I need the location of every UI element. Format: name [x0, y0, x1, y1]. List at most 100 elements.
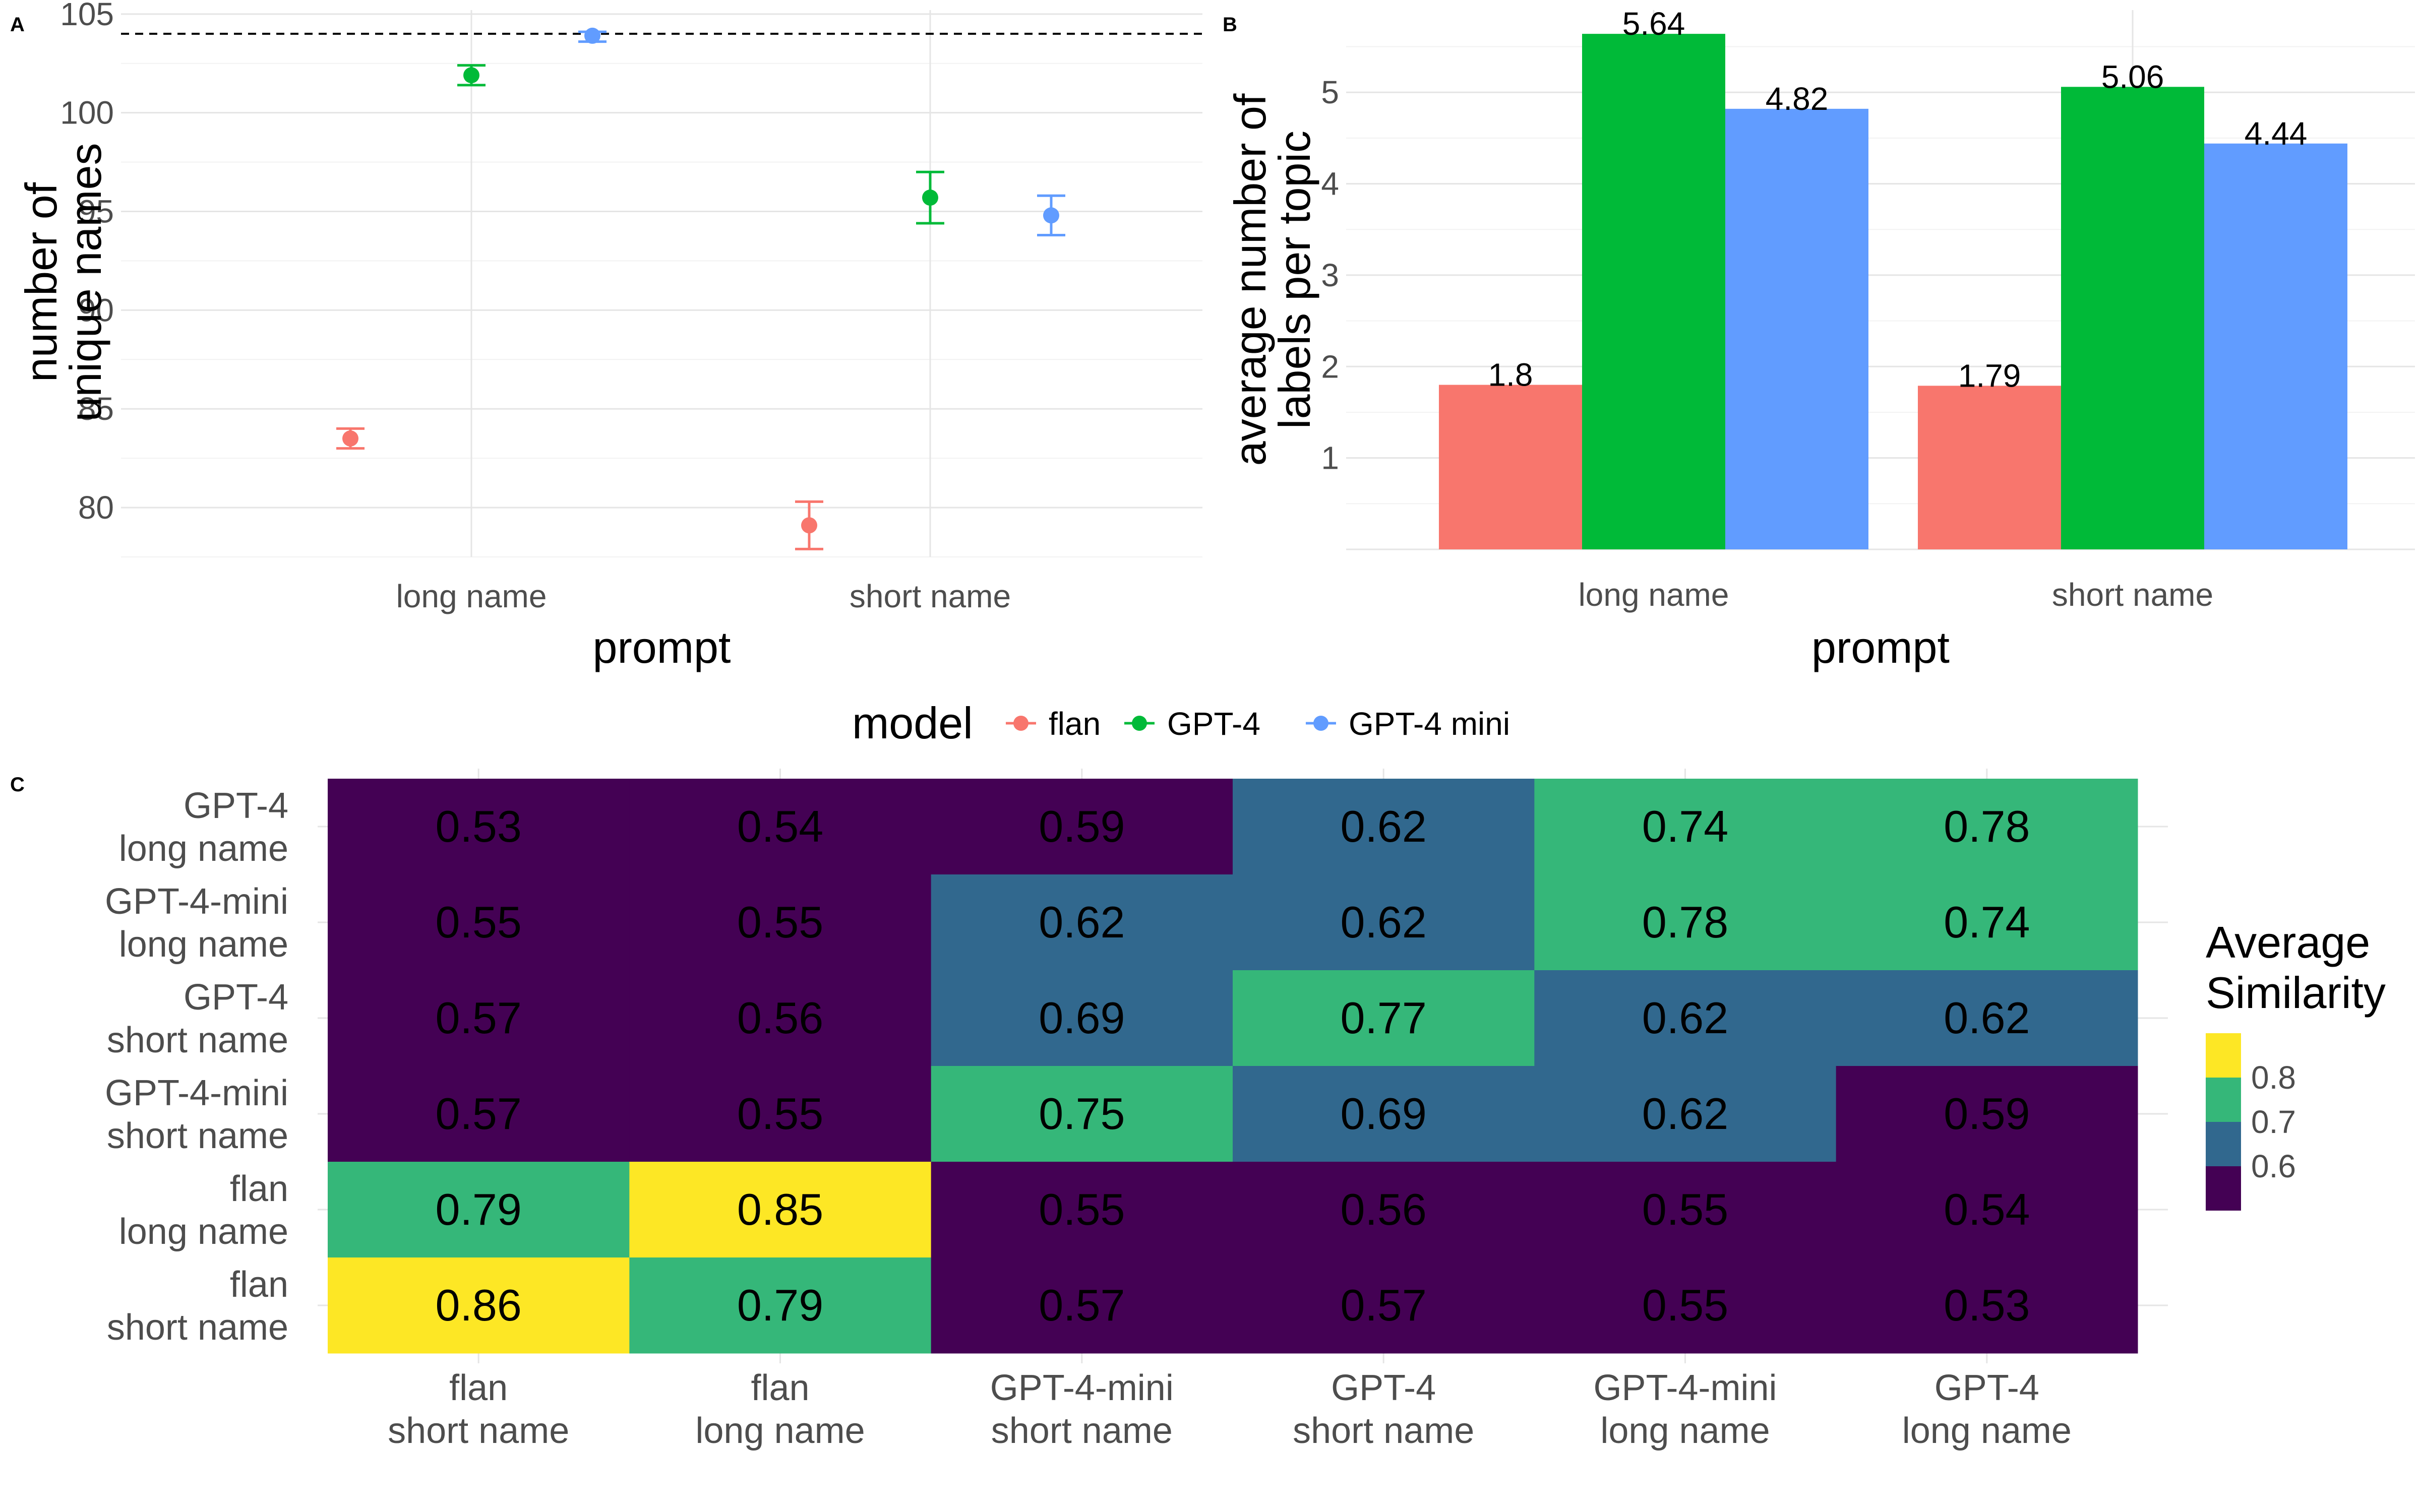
bar [2204, 143, 2347, 549]
heatmap-cell-value: 0.62 [1341, 897, 1427, 947]
heatmap-cell-value: 0.55 [1642, 1280, 1728, 1330]
y-tick-label-line: short name [107, 1020, 288, 1060]
y-tick-label: 2 [1321, 348, 1339, 385]
y-tick-label-line: long name [119, 829, 288, 869]
heatmap-cell-value: 0.54 [1944, 1184, 2030, 1234]
y-axis-title-line: unique names [60, 143, 110, 422]
heatmap-cell-value: 0.62 [1642, 1089, 1728, 1139]
color-legend-key [2206, 1166, 2241, 1211]
heatmap-cell [1233, 1066, 1535, 1162]
heatmap-cell-value: 0.55 [1039, 1184, 1125, 1234]
heatmap-cell [629, 1257, 932, 1354]
x-tick-label-line: long name [1600, 1411, 1770, 1451]
panel-a-letter: A [10, 14, 25, 36]
bar-value-label: 1.79 [1958, 357, 2021, 394]
color-legend-label: 0.7 [2251, 1104, 2296, 1140]
panel-c-letter: C [10, 774, 25, 796]
y-tick-label: GPT-4-mini long name [105, 881, 288, 965]
data-point [922, 190, 938, 206]
heatmap-cell-value: 0.57 [436, 1089, 522, 1139]
heatmap-cell [1534, 874, 1837, 971]
y-axis-title: number ofunique names [16, 143, 110, 422]
heatmap-cell-value: 0.55 [737, 897, 823, 947]
x-tick-label: flan long name [695, 1368, 865, 1451]
bar [2061, 87, 2204, 549]
legend-key-point [1013, 716, 1028, 731]
heatmap-cell-value: 0.62 [1039, 897, 1125, 947]
heatmap-cell-value: 0.85 [737, 1184, 823, 1234]
panel-c-heatmap: 0.53 0.54 0.59 0.62 0.74 0.78 0.55 0.55 0.62 0.62… [105, 769, 2386, 1451]
legend-title: model [852, 698, 973, 748]
heatmap-cell [1534, 1257, 1837, 1354]
x-tick-label: GPT-4-mini short name [990, 1368, 1174, 1451]
y-tick-label: GPT-4-mini short name [105, 1073, 288, 1156]
heatmap-cell-value: 0.75 [1039, 1089, 1125, 1139]
heatmap-cell [931, 970, 1233, 1066]
x-tick-label-line: short name [991, 1411, 1173, 1451]
bar-value-label: 5.06 [2101, 58, 2164, 95]
x-tick-label: GPT-4-mini long name [1593, 1368, 1777, 1451]
x-tick-label-line: flan [751, 1368, 809, 1408]
x-tick-label-line: short name [388, 1411, 569, 1451]
heatmap-cell [629, 874, 932, 971]
bar [1439, 385, 1582, 549]
heatmap-cell [1534, 970, 1837, 1066]
y-tick-label: 100 [60, 95, 114, 131]
heatmap-cell-value: 0.78 [1944, 801, 2030, 851]
x-tick-label-line: long name [1902, 1411, 2072, 1451]
heatmap-cell [328, 779, 630, 875]
y-tick-label-line: flan [230, 1265, 288, 1305]
legend-item-label: flan [1049, 706, 1101, 742]
heatmap-cell [629, 779, 932, 875]
legend-key-point [1313, 716, 1328, 731]
heatmap-cell [629, 970, 932, 1066]
bar [1918, 386, 2061, 549]
heatmap-cell-value: 0.69 [1039, 993, 1125, 1043]
heatmap-cell [931, 1257, 1233, 1354]
x-axis-title: prompt [593, 622, 731, 672]
bar-value-label: 1.8 [1488, 357, 1533, 393]
color-legend-key [2206, 1078, 2241, 1122]
x-tick-label: long name [396, 578, 547, 614]
color-legend-label: 0.8 [2251, 1059, 2296, 1096]
heatmap-cell [1836, 970, 2138, 1066]
heatmap-cell [328, 1066, 630, 1162]
heatmap-cell [1836, 1257, 2138, 1354]
heatmap-cell-value: 0.57 [436, 993, 522, 1043]
data-point [1043, 207, 1059, 224]
heatmap-cell [1836, 779, 2138, 875]
heatmap-cell [1233, 1257, 1535, 1354]
x-axis-title: prompt [1811, 622, 1950, 672]
heatmap-cell-value: 0.55 [436, 897, 522, 947]
heatmap-cell [931, 1066, 1233, 1162]
heatmap-cell [1233, 779, 1535, 875]
data-point [801, 517, 817, 534]
model-legend: model flan GPT-4 GPT-4 mini [852, 698, 1510, 748]
color-legend-key [2206, 1033, 2241, 1078]
heatmap-cell [1534, 1066, 1837, 1162]
y-tick-label: flan short name [107, 1265, 288, 1348]
x-tick-label: short name [850, 578, 1011, 614]
heatmap-cell [629, 1162, 932, 1258]
heatmap-cell-value: 0.62 [1642, 993, 1728, 1043]
y-tick-label: 1 [1321, 440, 1339, 476]
panel-a-errorbar-chart: 80 85 90 95 100 105 long name short name prompt n… [16, 0, 1202, 672]
bar-value-label: 5.64 [1622, 6, 1685, 42]
heatmap-cell [328, 1162, 630, 1258]
x-tick-label-line: GPT-4-mini [1593, 1368, 1777, 1408]
y-tick-label-line: short name [107, 1116, 288, 1156]
heatmap-cell-value: 0.54 [737, 801, 823, 851]
y-tick-label-line: GPT-4 [184, 977, 288, 1018]
heatmap-cell [1233, 970, 1535, 1066]
y-tick-label: 95 [78, 194, 114, 230]
y-tick-label: flan long name [119, 1169, 288, 1252]
heatmap-cell-value: 0.62 [1944, 993, 2030, 1043]
heatmap-cell-value: 0.78 [1642, 897, 1728, 947]
heatmap-cell [1534, 1162, 1837, 1258]
heatmap-cell-value: 0.79 [436, 1184, 522, 1234]
y-tick-label-line: long name [119, 1212, 288, 1252]
legend-item-label: GPT-4 mini [1349, 706, 1510, 742]
panel-b-bar-chart: 1 2 3 4 5 long name short name 1.8 1.79 5.64 5.06 4… [1225, 6, 2415, 672]
y-tick-label: 90 [78, 292, 114, 328]
